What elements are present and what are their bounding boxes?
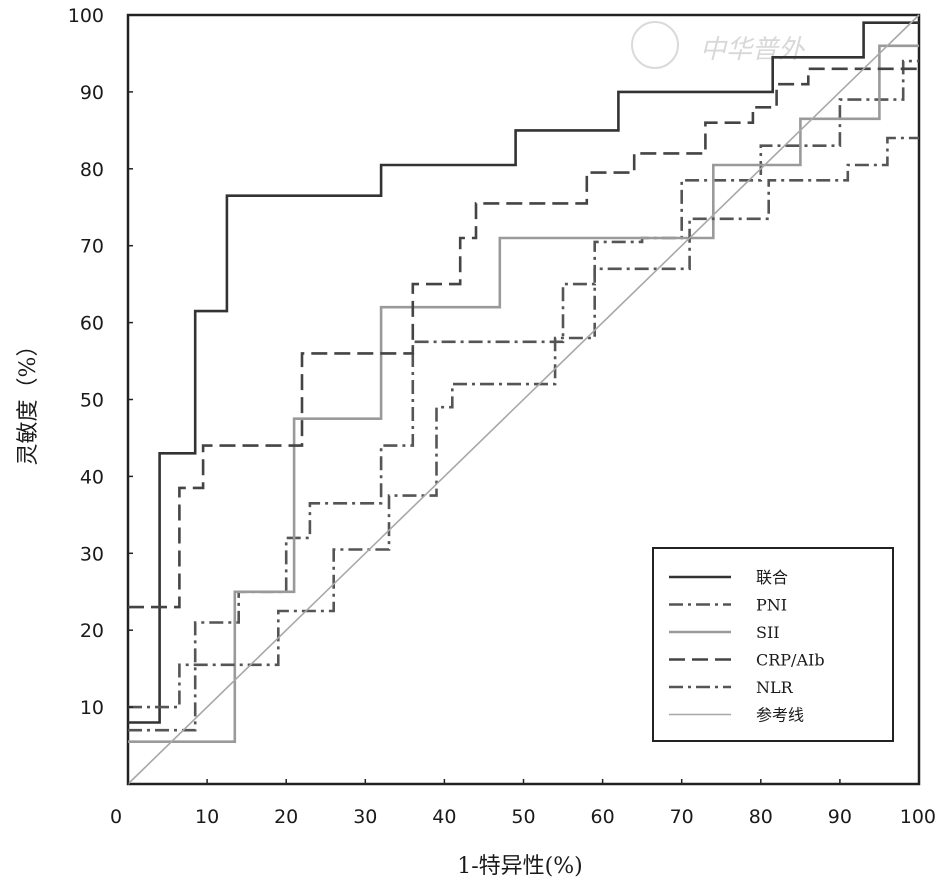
legend: 联合 PNI SII CRP/AIb NLR 参考线 — [652, 547, 894, 742]
y-tick-label: 100 — [68, 5, 104, 27]
legend-label-0: 联合 — [756, 568, 788, 587]
watermark-seal-icon — [631, 21, 679, 69]
watermark: 中华普外 — [631, 21, 806, 69]
x-tick-label: 20 — [274, 806, 298, 828]
y-tick-label: 80 — [80, 159, 104, 181]
series-line-3 — [128, 67, 919, 609]
x-tick-label: 30 — [353, 806, 377, 828]
series-line-5 — [127, 14, 920, 785]
y-axis-title: 灵敏度（%） — [16, 335, 41, 466]
y-axis-ticks: 10 20 30 40 50 60 70 80 90 100 — [68, 5, 133, 719]
x-tick-label: 0 — [110, 806, 122, 828]
y-tick-label: 20 — [80, 620, 104, 642]
x-tick-label: 60 — [591, 806, 615, 828]
series-line-2 — [128, 44, 919, 744]
x-tick-label: 100 — [900, 806, 936, 828]
x-tick-label: 40 — [432, 806, 456, 828]
x-tick-label: 70 — [670, 806, 694, 828]
legend-label-1: PNI — [756, 596, 787, 615]
legend-box — [652, 547, 894, 742]
legend-label-5: 参考线 — [756, 706, 804, 725]
series-line-0 — [128, 21, 919, 724]
series-line-4 — [128, 136, 919, 709]
x-axis-ticks: 0 10 20 30 40 50 60 70 80 90 100 — [110, 779, 936, 828]
y-tick-label: 90 — [80, 82, 104, 104]
x-tick-label: 80 — [749, 806, 773, 828]
y-tick-label: 10 — [80, 697, 104, 719]
legend-label-2: SII — [756, 623, 780, 642]
x-tick-label: 50 — [511, 806, 535, 828]
watermark-text: 中华普外 — [700, 35, 806, 65]
y-tick-label: 40 — [80, 466, 104, 488]
y-tick-label: 60 — [80, 313, 104, 335]
series-line-1 — [128, 59, 919, 732]
y-tick-label: 50 — [80, 390, 104, 412]
x-tick-label: 10 — [195, 806, 219, 828]
legend-label-4: NLR — [756, 678, 794, 697]
x-axis-title: 1-特异性(%) — [457, 854, 583, 879]
y-tick-label: 70 — [80, 236, 104, 258]
x-tick-label: 90 — [828, 806, 852, 828]
legend-label-3: CRP/AIb — [756, 651, 825, 670]
y-tick-label: 30 — [80, 543, 104, 565]
